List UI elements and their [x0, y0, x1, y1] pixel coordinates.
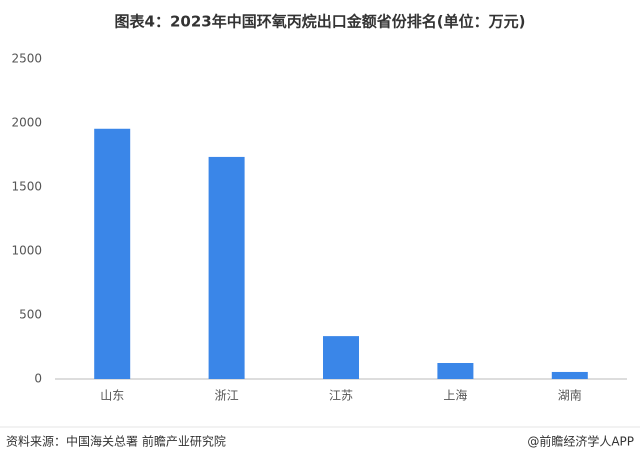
bar: [437, 363, 474, 379]
x-tick-label: 上海: [443, 388, 467, 403]
bar: [323, 336, 359, 379]
y-tick-label: 2500: [11, 52, 42, 66]
y-tick-label: 1000: [11, 244, 42, 258]
source: 资料来源：中国海关总署 前瞻产业研究院: [6, 434, 226, 449]
bar: [551, 371, 588, 379]
chart-title: 图表4：2023年中国环氧丙烷出口金额省份排名(单位：万元): [115, 13, 526, 31]
bar: [94, 128, 131, 379]
bar: [208, 156, 245, 379]
y-tick-label: 1500: [11, 180, 42, 194]
x-tick-label: 山东: [100, 389, 124, 403]
x-tick-label: 浙江: [215, 389, 239, 403]
x-tick-label: 湖南: [558, 388, 582, 403]
y-tick-label: 500: [19, 308, 42, 322]
y-tick-label: 2000: [11, 116, 42, 130]
x-tick-label: 江苏: [329, 389, 353, 403]
credit: @前瞻经济学人APP: [527, 434, 634, 449]
y-tick-label: 0: [34, 372, 42, 386]
